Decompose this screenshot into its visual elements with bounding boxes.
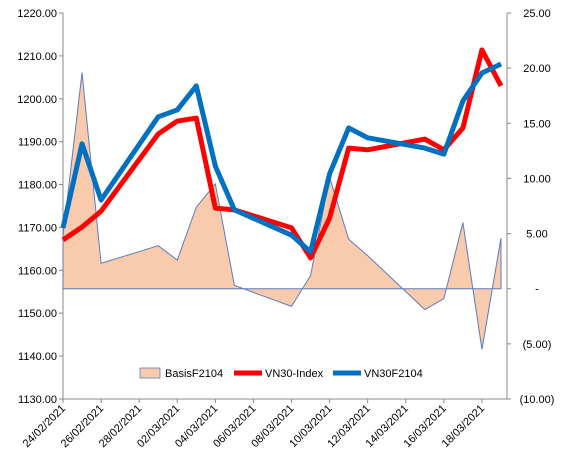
y-tick-label: 1210.00 xyxy=(17,51,57,63)
legend-swatch xyxy=(139,367,161,379)
area xyxy=(62,72,502,350)
legend-label: VN30F2104 xyxy=(364,368,423,380)
y2-tick-label: 5.00 xyxy=(526,229,547,241)
y-tick-label: 1160.00 xyxy=(18,265,57,277)
y2-tick-label: 15.00 xyxy=(523,118,551,130)
y2-tick-label: (5.00) xyxy=(523,339,552,351)
y-tick-label: 1150.00 xyxy=(18,308,57,320)
line xyxy=(60,61,503,255)
y2-tick-label: 25.00 xyxy=(523,8,551,20)
y-tick-label: 1200.00 xyxy=(17,94,57,106)
y-tick-label: 1180.00 xyxy=(18,180,57,192)
y-tick-label: 1130.00 xyxy=(18,394,57,406)
y-tick-label: 1140.00 xyxy=(18,351,57,363)
y2-tick-label: - xyxy=(535,284,539,296)
y-tick-label: 1170.00 xyxy=(18,222,57,234)
y-tick-label: 1190.00 xyxy=(18,137,57,149)
y2-tick-label: 20.00 xyxy=(523,63,551,75)
legend-label: VN30-Index xyxy=(265,368,324,380)
y-tick-label: 1220.00 xyxy=(17,8,57,20)
y2-tick-label: 10.00 xyxy=(523,173,551,185)
legend-label: BasisF2104 xyxy=(165,368,223,380)
y2-tick-label: (10.00) xyxy=(520,394,555,406)
